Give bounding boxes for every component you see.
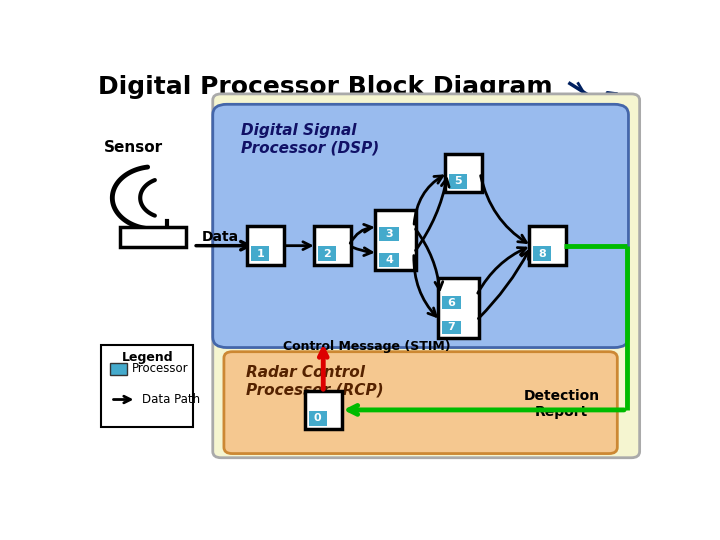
FancyBboxPatch shape <box>442 321 461 334</box>
FancyBboxPatch shape <box>305 390 342 429</box>
Text: Radar Control
Processor (RCP): Radar Control Processor (RCP) <box>246 366 384 398</box>
Text: 8: 8 <box>538 249 546 259</box>
FancyBboxPatch shape <box>318 246 336 261</box>
FancyBboxPatch shape <box>110 362 127 375</box>
Text: Processor: Processor <box>132 362 189 375</box>
FancyBboxPatch shape <box>446 153 482 192</box>
Text: Sensor: Sensor <box>104 140 163 154</box>
Text: Control Message (STIM): Control Message (STIM) <box>282 341 450 354</box>
Text: Detection
Report: Detection Report <box>523 389 600 419</box>
Text: 4: 4 <box>385 255 393 265</box>
FancyBboxPatch shape <box>120 227 186 246</box>
FancyBboxPatch shape <box>375 210 416 270</box>
FancyBboxPatch shape <box>248 226 284 265</box>
Text: Digital Processor Block Diagram: Digital Processor Block Diagram <box>99 75 553 99</box>
Text: 5: 5 <box>454 176 462 186</box>
FancyBboxPatch shape <box>224 352 617 454</box>
Text: Legend: Legend <box>122 351 173 364</box>
Text: 1: 1 <box>256 249 264 259</box>
Text: 3: 3 <box>385 229 393 239</box>
Text: Digital Signal
Processor (DSP): Digital Signal Processor (DSP) <box>240 123 379 156</box>
Text: Data Path: Data Path <box>142 393 200 406</box>
FancyBboxPatch shape <box>213 94 639 458</box>
Text: 0: 0 <box>314 413 322 423</box>
FancyBboxPatch shape <box>529 226 566 265</box>
Text: Data: Data <box>202 230 239 244</box>
Text: 7: 7 <box>448 322 455 333</box>
FancyBboxPatch shape <box>309 410 327 426</box>
FancyBboxPatch shape <box>438 278 479 338</box>
FancyBboxPatch shape <box>315 226 351 265</box>
FancyBboxPatch shape <box>442 295 461 309</box>
FancyBboxPatch shape <box>251 246 269 261</box>
FancyBboxPatch shape <box>449 173 467 188</box>
FancyBboxPatch shape <box>379 227 399 241</box>
FancyBboxPatch shape <box>533 246 551 261</box>
FancyBboxPatch shape <box>379 253 399 267</box>
Text: 2: 2 <box>323 249 331 259</box>
FancyBboxPatch shape <box>213 104 629 348</box>
FancyBboxPatch shape <box>101 346 193 427</box>
Text: 6: 6 <box>448 298 455 308</box>
